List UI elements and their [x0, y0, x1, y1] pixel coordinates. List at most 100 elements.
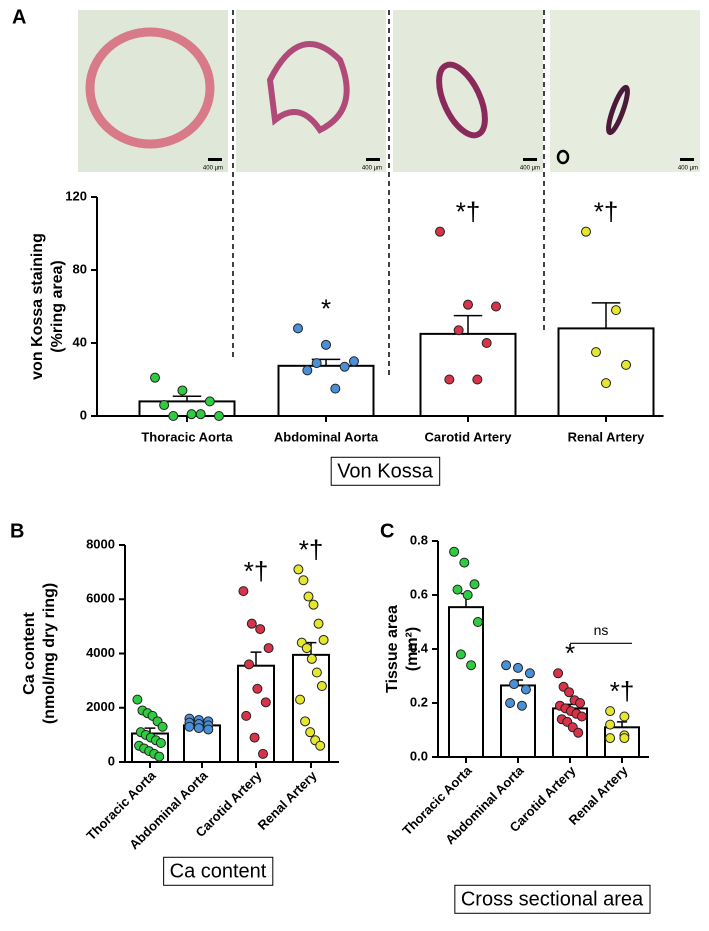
data-point	[349, 356, 359, 367]
bar	[448, 606, 484, 759]
data-point	[204, 396, 215, 407]
error-bar	[250, 651, 262, 666]
data-point	[311, 358, 322, 369]
y-axis-label: von Kossa staining	[29, 233, 46, 380]
data-point	[601, 378, 611, 389]
data-point	[444, 374, 455, 385]
data-point	[157, 721, 168, 732]
data-point	[621, 359, 631, 370]
data-point	[301, 643, 312, 654]
data-point	[472, 374, 483, 385]
data-point	[520, 684, 531, 695]
data-point	[611, 305, 621, 316]
data-point	[184, 721, 195, 732]
y-tick-label: 0.6	[410, 586, 428, 601]
y-axis-label: Tissue area	[384, 605, 401, 693]
significance-label: *	[321, 293, 331, 323]
data-point	[249, 732, 260, 743]
data-point	[581, 226, 591, 237]
data-point	[308, 599, 319, 610]
section-label-box	[454, 884, 651, 914]
data-point	[459, 557, 470, 568]
data-point	[453, 325, 464, 336]
data-point	[263, 643, 274, 654]
error-bar	[591, 302, 621, 329]
data-point	[553, 668, 564, 679]
data-point	[462, 590, 473, 600]
data-point	[466, 660, 477, 671]
data-point	[452, 584, 463, 595]
data-point	[155, 738, 166, 749]
scale-label: 400 µm	[520, 166, 540, 172]
data-point	[246, 618, 257, 629]
data-point	[238, 586, 249, 597]
y-axis-label: (%ring area)	[49, 260, 66, 352]
y-axis-label: (mm²)	[404, 627, 421, 671]
y-tick-label: 6000	[86, 591, 115, 606]
data-point	[318, 634, 329, 645]
y-tick-label: 2000	[86, 699, 115, 714]
data-point	[321, 339, 331, 350]
data-point	[305, 727, 316, 738]
data-point	[619, 711, 630, 722]
section-label-box	[330, 456, 441, 486]
significance-label: *†	[594, 197, 619, 227]
data-point	[244, 659, 254, 670]
vessel-ring	[606, 84, 630, 136]
data-point	[154, 751, 165, 762]
y-tick-label: 0.2	[410, 694, 428, 709]
data-point	[605, 719, 616, 730]
data-point	[575, 698, 586, 708]
y-tick-label: 0	[108, 753, 115, 768]
significance-label: *	[565, 638, 575, 668]
data-point	[455, 649, 466, 660]
histology-image	[236, 10, 386, 172]
data-point	[302, 365, 313, 376]
y-tick-label: 0	[80, 407, 87, 422]
significance-label: *†	[299, 534, 324, 564]
data-point	[293, 323, 303, 334]
scale-label: 400 µm	[362, 166, 382, 172]
data-point	[339, 361, 350, 372]
data-point	[481, 338, 492, 348]
error-bar	[453, 314, 483, 334]
panel-label: C	[380, 520, 394, 542]
data-point	[316, 681, 327, 692]
significance-label: *†	[456, 197, 481, 227]
y-tick-label: 0.0	[410, 748, 428, 763]
comparison-label: ns	[594, 622, 609, 638]
y-tick-label: 80	[73, 261, 87, 276]
histology-image	[393, 10, 543, 172]
x-tick-label: Renal Artery	[255, 767, 320, 832]
data-point	[509, 679, 520, 690]
data-point	[132, 694, 143, 705]
error-bar	[616, 721, 628, 728]
section-label-box	[163, 856, 274, 886]
data-point	[505, 698, 516, 708]
data-point	[313, 618, 324, 629]
data-point	[513, 662, 523, 673]
data-point	[524, 668, 535, 679]
section-label: Cross sectional area	[461, 888, 644, 910]
bar	[277, 364, 375, 417]
data-point	[315, 740, 326, 751]
data-point	[605, 706, 616, 717]
scale-label: 400 µm	[203, 166, 223, 172]
data-point	[516, 700, 527, 711]
data-point	[435, 226, 445, 237]
x-tick-label: Abdominal Aorta	[274, 429, 379, 444]
data-point	[295, 694, 306, 705]
data-point	[573, 727, 584, 738]
data-point	[330, 383, 341, 394]
data-point	[564, 687, 575, 698]
y-tick-label: 120	[65, 188, 87, 203]
bar	[500, 684, 536, 759]
panel-label: B	[10, 520, 24, 542]
histology-images: 400 µm 400 µm 400 µm 400 µm	[78, 10, 700, 172]
data-point	[619, 733, 630, 744]
significance-label: *†	[244, 556, 269, 586]
data-point	[168, 411, 179, 421]
scale-label: 400 µm	[678, 166, 698, 172]
